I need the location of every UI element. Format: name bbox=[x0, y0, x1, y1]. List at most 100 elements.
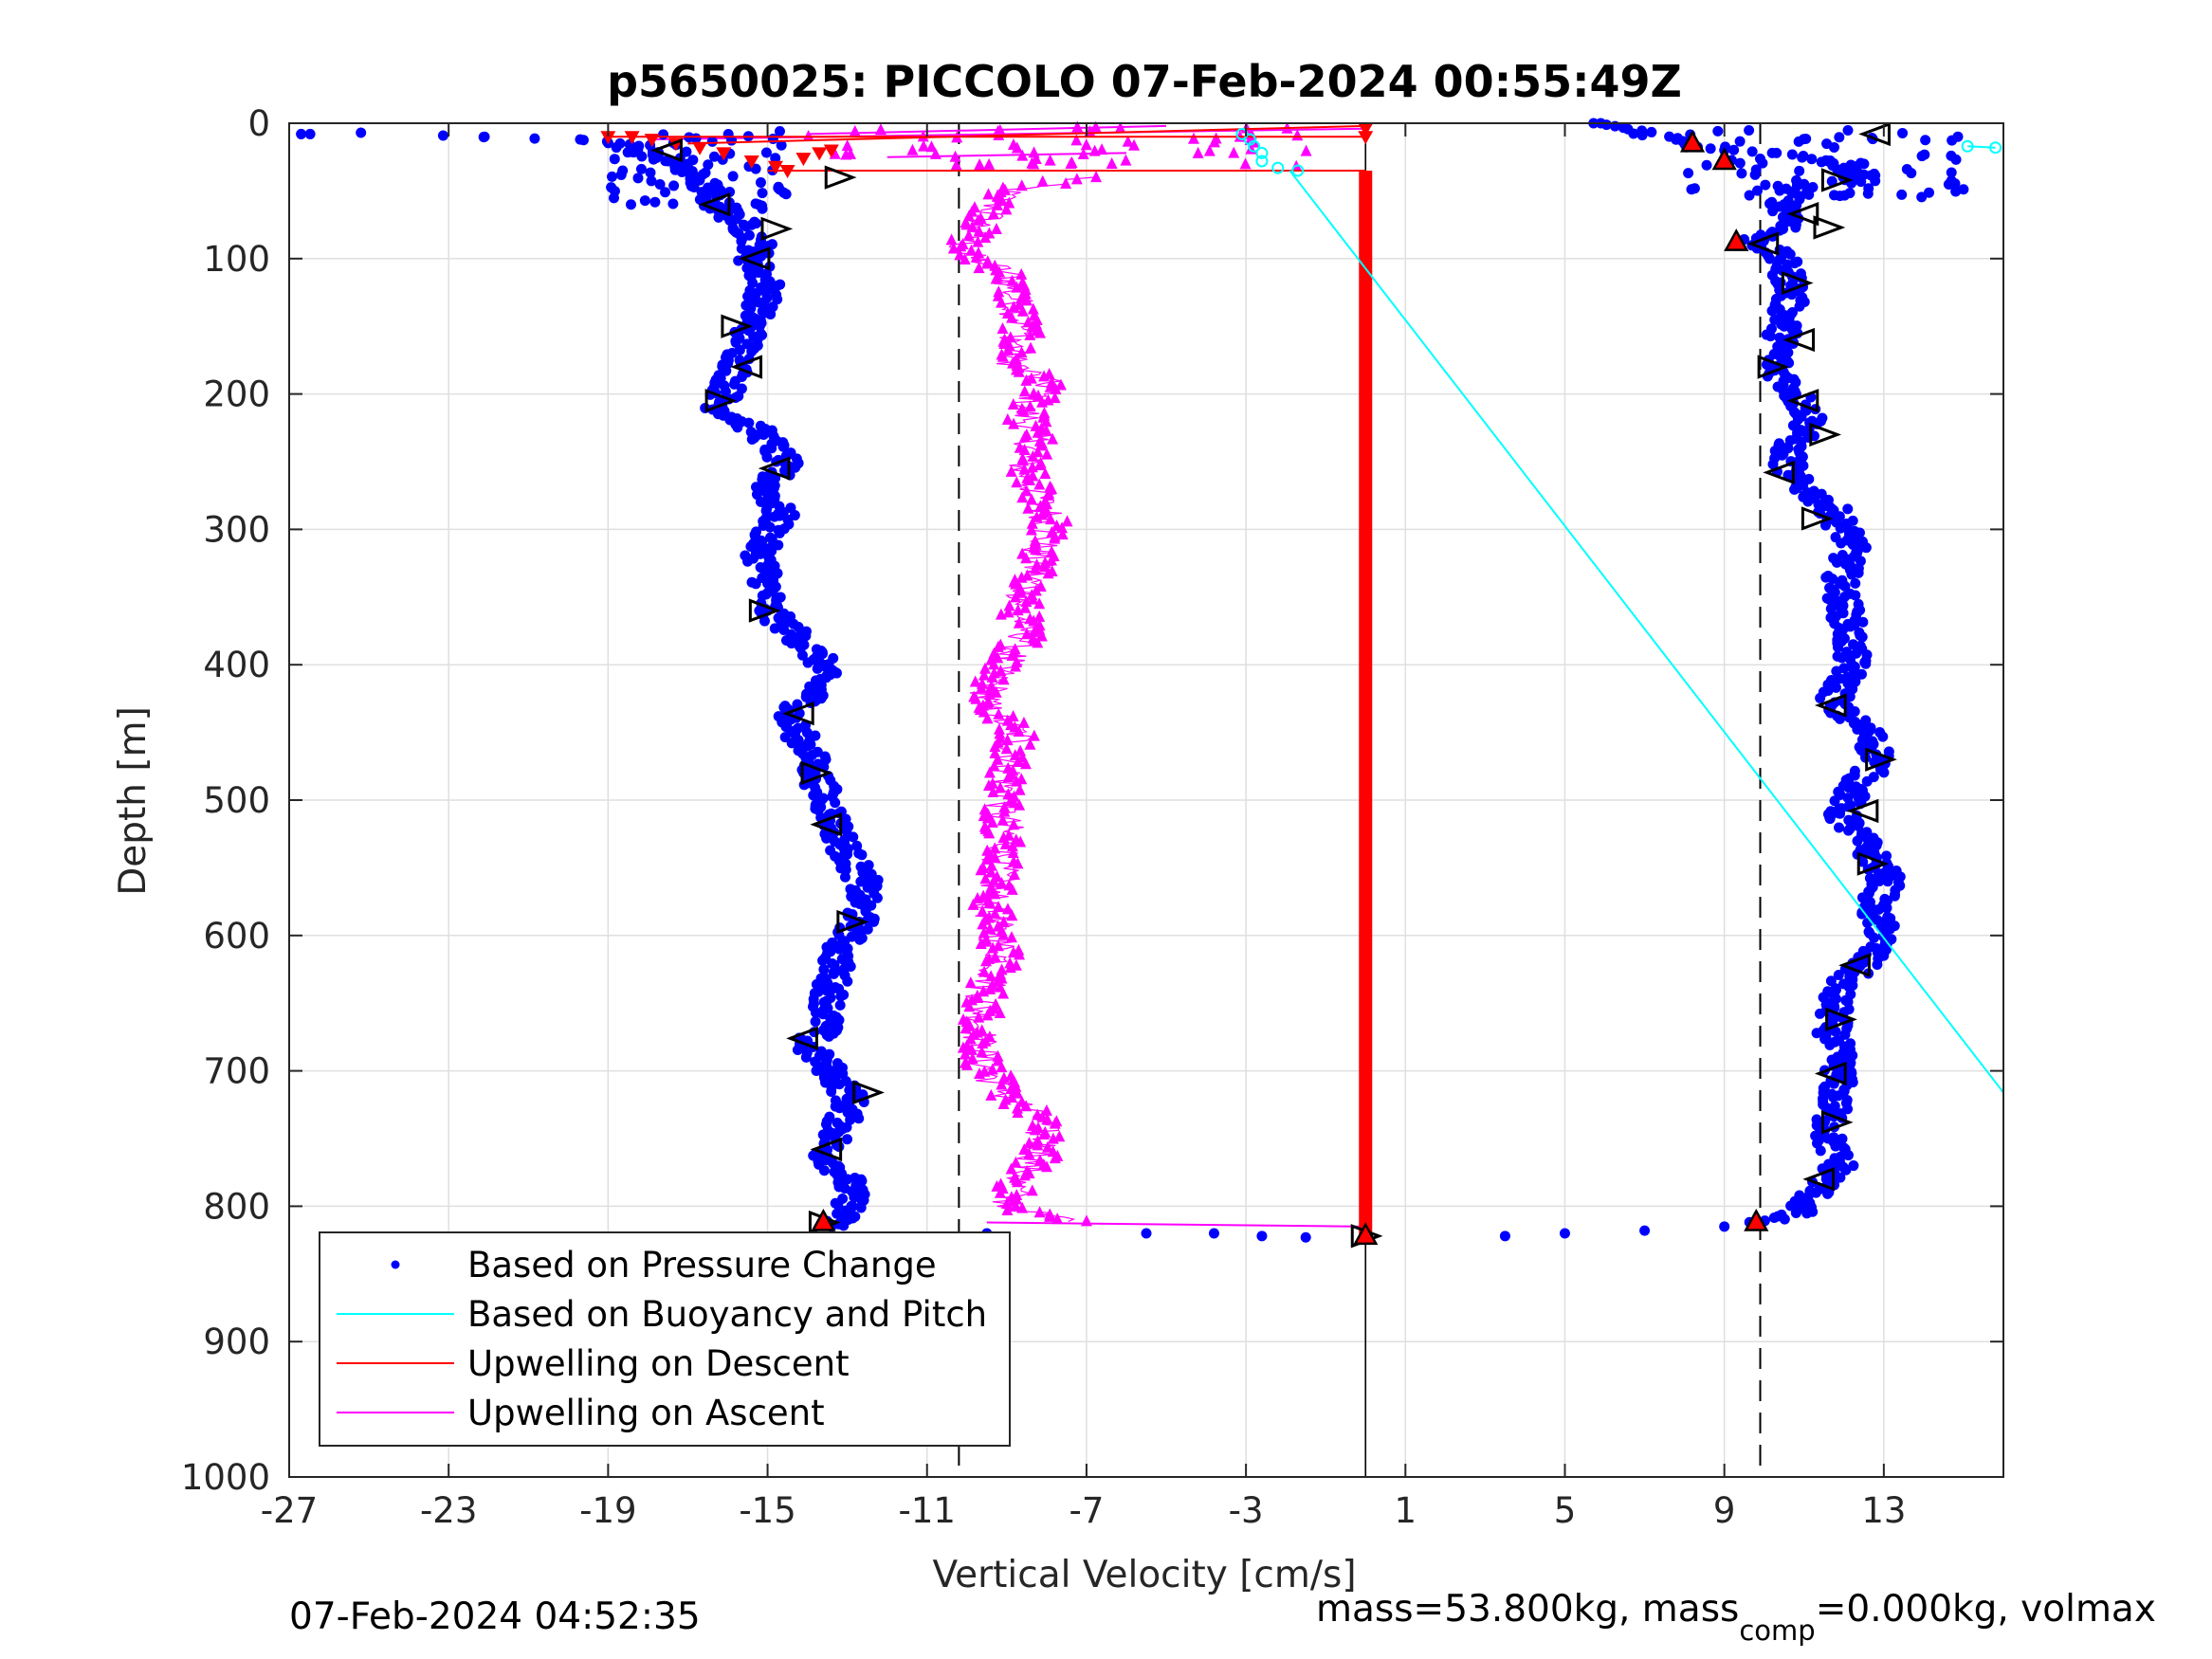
ascent-triangle-marker bbox=[1031, 510, 1043, 522]
y-tick-label: 100 bbox=[203, 239, 270, 280]
ascent-triangle-marker bbox=[1020, 294, 1033, 306]
ascent-triangle-marker bbox=[1040, 415, 1052, 428]
pressure-descent-point bbox=[808, 790, 819, 801]
pressure-ascent-point bbox=[1783, 357, 1795, 369]
pressure-descent-point bbox=[790, 462, 801, 473]
ascent-triangle-marker bbox=[996, 876, 1008, 888]
ascent-triangle-marker bbox=[1018, 444, 1031, 456]
ascent-triangle-marker bbox=[1012, 1086, 1024, 1099]
y-tick-label: 900 bbox=[203, 1322, 270, 1362]
ascent-surface-marker bbox=[949, 150, 961, 162]
pressure-point bbox=[694, 172, 705, 183]
pressure-point bbox=[1835, 578, 1846, 590]
sample-triangle bbox=[1814, 1061, 1847, 1086]
ascent-triangle-marker bbox=[1030, 562, 1042, 574]
pressure-point bbox=[833, 943, 845, 955]
ascent-triangle-marker bbox=[955, 240, 967, 252]
pressure-point bbox=[1826, 503, 1837, 515]
ascent-triangle-marker bbox=[1015, 179, 1028, 191]
pressure-surface-point bbox=[1897, 127, 1909, 138]
pressure-descent-point bbox=[838, 1220, 850, 1231]
ascent-triangle-marker bbox=[965, 1043, 978, 1055]
ascent-triangle-marker bbox=[1061, 515, 1073, 527]
pressure-surface-point bbox=[1683, 168, 1694, 179]
pressure-descent-point bbox=[810, 1016, 821, 1028]
pressure-ascent-point bbox=[1806, 154, 1818, 165]
sample-triangle bbox=[1809, 422, 1842, 447]
pressure-descent-point bbox=[833, 1079, 845, 1090]
ascent-triangle-marker bbox=[972, 235, 984, 247]
pressure-point bbox=[758, 428, 769, 440]
pressure-descent-point bbox=[529, 133, 540, 144]
ascent-triangle-marker bbox=[985, 866, 997, 878]
ascent-triangle-marker bbox=[1041, 1113, 1053, 1125]
ascent-triangle-marker bbox=[994, 781, 1006, 793]
ascent-triangle-marker bbox=[975, 937, 987, 949]
pressure-ascent-point bbox=[1850, 590, 1861, 601]
ascent-triangle-marker bbox=[1014, 783, 1026, 795]
ascent-triangle-marker bbox=[1003, 599, 1015, 611]
ascent-triangle-marker bbox=[1028, 729, 1040, 741]
mass-subscript: comp bbox=[1739, 1614, 1815, 1647]
ascent-triangle-marker bbox=[1033, 610, 1046, 622]
ascent-triangle-marker bbox=[997, 1098, 1010, 1110]
ascent-triangle-marker bbox=[1028, 625, 1040, 637]
ascent-triangle-marker bbox=[1000, 203, 1013, 215]
pressure-point bbox=[1256, 1231, 1268, 1242]
ascent-triangle-marker bbox=[1041, 1160, 1053, 1173]
pressure-surface-point bbox=[606, 182, 617, 193]
pressure-surface-point bbox=[609, 154, 620, 165]
ascent-triangle-marker bbox=[1013, 725, 1025, 738]
pressure-ascent-point bbox=[1842, 503, 1854, 515]
ascent-triangle-marker bbox=[1010, 1156, 1022, 1168]
sample-triangle bbox=[1763, 460, 1796, 485]
ascent-surface-marker bbox=[1016, 149, 1029, 161]
chart-title: p5650025: PICCOLO 07-Feb-2024 00:55:49Z bbox=[607, 56, 1682, 107]
pressure-descent-point bbox=[842, 1134, 853, 1145]
ascent-triangle-marker bbox=[976, 1046, 988, 1058]
pressure-surface-point bbox=[774, 126, 785, 137]
ascent-triangle-marker bbox=[1008, 818, 1020, 830]
pressure-ascent-point bbox=[1628, 128, 1639, 139]
pressure-point bbox=[1866, 902, 1877, 914]
sample-triangle bbox=[836, 909, 869, 935]
pressure-point bbox=[826, 1066, 837, 1077]
pressure-surface-point bbox=[649, 196, 661, 208]
ascent-triangle-marker bbox=[1023, 1147, 1035, 1159]
y-tick-label: 800 bbox=[203, 1186, 270, 1227]
pressure-point bbox=[1835, 1066, 1846, 1077]
pressure-descent-point bbox=[854, 934, 866, 945]
pressure-descent-point bbox=[769, 623, 780, 634]
pressure-surface-point bbox=[654, 178, 666, 190]
ascent-triangle-marker bbox=[1007, 398, 1019, 410]
pressure-ascent-point bbox=[1815, 692, 1826, 703]
ascent-triangle-marker bbox=[1001, 734, 1014, 746]
ascent-triangle-marker bbox=[1042, 567, 1054, 579]
sample-triangle bbox=[1782, 327, 1816, 353]
pressure-point bbox=[774, 510, 785, 521]
ascent-triangle-marker bbox=[986, 670, 998, 683]
ascent-triangle-marker bbox=[1049, 1152, 1061, 1164]
pressure-point bbox=[479, 131, 490, 142]
ascent-triangle-marker bbox=[1005, 465, 1017, 477]
pressure-ascent-point bbox=[1646, 126, 1657, 137]
ascent-triangle-marker bbox=[1017, 716, 1030, 728]
sample-triangle bbox=[748, 598, 781, 623]
ascent-triangle-marker bbox=[995, 665, 1007, 677]
pressure-ascent-point bbox=[1764, 331, 1776, 342]
pressure-surface-point bbox=[1774, 185, 1785, 196]
pressure-surface-point bbox=[760, 147, 772, 158]
ascent-triangle-marker bbox=[1008, 417, 1020, 429]
pressure-point bbox=[1766, 147, 1778, 158]
ascent-surface-marker bbox=[1089, 120, 1102, 133]
ascent-triangle-marker bbox=[1041, 498, 1053, 510]
pressure-ascent-point bbox=[1815, 1145, 1826, 1157]
sample-triangle bbox=[721, 314, 754, 338]
pressure-descent-point bbox=[742, 556, 754, 567]
pressure-point bbox=[794, 632, 805, 644]
pressure-ascent-point bbox=[1705, 143, 1716, 155]
pressure-descent-point bbox=[777, 441, 789, 452]
red-up-triangle bbox=[1353, 1222, 1379, 1246]
pressure-ascent-point bbox=[1834, 822, 1845, 833]
buoyancy-pitch-line bbox=[1289, 170, 2004, 1094]
